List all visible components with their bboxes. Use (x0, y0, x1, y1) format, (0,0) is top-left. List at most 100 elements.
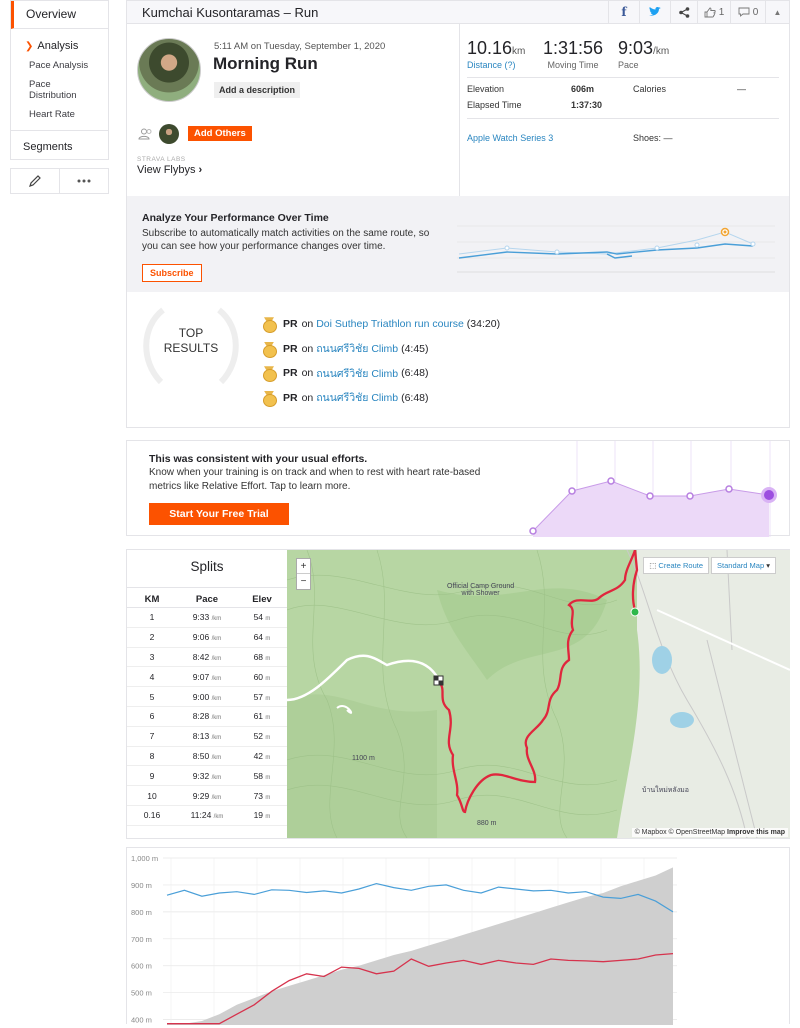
table-row: 3 8:42 /km 68 m (127, 648, 287, 668)
free-trial-button[interactable]: Start Your Free Trial (149, 503, 289, 525)
zoom-in-button[interactable]: + (297, 559, 310, 574)
zoom-out-button[interactable]: − (300, 576, 307, 587)
edit-button[interactable] (11, 169, 60, 193)
list-item: PR on Doi Suthep Triathlon run course (34… (263, 312, 500, 337)
pr-on: on (301, 342, 314, 355)
map-type-select[interactable]: Standard Map ▾ (711, 557, 776, 574)
sidebar-item-pace-distribution[interactable]: Pace Distribution (29, 79, 77, 101)
split-pace-unit: /km (213, 814, 224, 821)
split-pace: 8:50 /km (177, 751, 237, 761)
table-row: 8 8:50 /km 42 m (127, 747, 287, 767)
split-elev: 61 m (237, 711, 287, 721)
relative-effort-chart (529, 441, 777, 537)
sidebar-item-segments[interactable]: Segments (23, 141, 73, 153)
view-flybys-link[interactable]: View Flybys › (137, 164, 202, 176)
split-elev-value: 42 (253, 750, 264, 761)
split-elev: 52 m (237, 731, 287, 741)
y-tick-label: 900 m (131, 881, 152, 890)
elevation-pace-hr-chart[interactable]: 1,000 m 900 m 800 m 700 m 600 m 500 m 400 m (127, 848, 789, 1025)
top-results-title-line1: TOP (178, 326, 204, 340)
osm-attribution-link[interactable]: © OpenStreetMap (668, 829, 726, 836)
route-icon: ⬚ (649, 561, 659, 570)
list-item: PR on ถนนศรีวิชัย Climb (4:45) (263, 337, 500, 362)
split-elev: 19 m (237, 810, 287, 820)
share-button[interactable] (670, 0, 697, 24)
comments-button[interactable]: 0 (730, 0, 765, 24)
elapsed-time-label: Elapsed Time (467, 100, 522, 110)
pr-on: on (301, 318, 314, 331)
segment-link[interactable]: Doi Suthep Triathlon run course (316, 318, 464, 331)
segment-link[interactable]: ถนนศรีวิชัย Climb (316, 343, 399, 356)
split-elev: 54 m (237, 612, 287, 622)
analyze-text: Subscribe to automatically match activit… (142, 228, 430, 252)
pr-time: (4:45) (401, 342, 429, 355)
table-row: 2 9:06 /km 64 m (127, 628, 287, 648)
split-pace-unit: /km (211, 735, 222, 742)
effort-title: This was consistent with your usual effo… (149, 453, 368, 465)
elevation-label: Elevation (467, 84, 505, 94)
more-actions-button[interactable] (60, 169, 108, 193)
split-pace-unit: /km (211, 774, 222, 781)
split-elev-value: 58 (253, 770, 264, 781)
segment-link[interactable]: ถนนศรีวิชัย Climb (316, 367, 399, 380)
analyze-performance-panel: Analyze Your Performance Over Time Subsc… (127, 196, 789, 292)
split-pace-unit: /km (211, 794, 222, 801)
caret-down-icon: ▾ (766, 561, 770, 570)
create-route-button[interactable]: ⬚ Create Route (643, 557, 710, 574)
activity-summary-card: 5:11 AM on Tuesday, September 1, 2020 Mo… (126, 24, 790, 428)
split-pace-unit: /km (211, 675, 222, 682)
sidebar-item-overview[interactable]: Overview (11, 1, 108, 29)
athlete-avatar[interactable] (137, 38, 201, 102)
sidebar-nav: Overview ❯ Analysis Pace Analysis Pace D… (10, 0, 109, 160)
split-km: 4 (149, 671, 155, 682)
chevron-right-icon: › (198, 164, 203, 176)
relative-effort-card[interactable]: This was consistent with your usual effo… (126, 440, 790, 537)
route-map[interactable]: Official Camp Ground with Shower บ้านใหม… (287, 550, 790, 838)
calories-label: Calories (633, 84, 667, 94)
medal-icon (263, 342, 277, 358)
comment-count: 0 (752, 6, 759, 18)
sidebar-item-pace-analysis[interactable]: Pace Analysis (29, 60, 89, 71)
split-elev: 57 m (237, 692, 287, 702)
distance-value: 10.16 (467, 38, 513, 58)
sidebar-item-analysis[interactable]: ❯ Analysis (11, 35, 108, 56)
split-pace: 9:29 /km (177, 791, 237, 801)
column-header: Elev (252, 594, 272, 605)
shoes-label: Shoes: — (633, 133, 673, 143)
add-description-button[interactable]: Add a description (214, 82, 301, 98)
splits-map-card: Splits KM Pace Elev 1 9:33 /km 54 m 2 9:06 /… (126, 549, 790, 839)
segment-link[interactable]: ถนนศรีวิชัย Climb (316, 392, 399, 405)
chevron-right-icon: ❯ (25, 40, 34, 52)
create-route-label: Create Route (658, 561, 704, 570)
distance-info-link[interactable]: Distance (?) (467, 60, 516, 70)
distance-unit: km (512, 46, 526, 57)
twitter-share-button[interactable] (639, 0, 670, 24)
subscribe-button[interactable]: Subscribe (142, 264, 202, 282)
facebook-share-button[interactable]: f (608, 0, 639, 24)
map-label-campground: Official Camp Ground with Shower (447, 583, 515, 597)
split-pace-unit: /km (211, 616, 222, 623)
collapse-header-button[interactable]: ▲ (765, 0, 789, 24)
mapbox-attribution-link[interactable]: © Mapbox (634, 829, 667, 836)
add-others-button[interactable]: Add Others (188, 126, 252, 141)
kudos-button[interactable]: 1 (697, 0, 730, 24)
participant-avatar[interactable] (159, 124, 179, 144)
split-elev-value: 64 (253, 632, 264, 643)
y-tick-label: 1,000 m (131, 854, 158, 863)
top-results-laurel (143, 307, 239, 385)
view-flybys-label: View Flybys (137, 164, 196, 176)
pr-time: (34:20) (466, 318, 501, 331)
caret-up-icon: ▲ (773, 7, 782, 17)
improve-map-link[interactable]: Improve this map (727, 829, 785, 836)
device-link[interactable]: Apple Watch Series 3 (467, 133, 554, 143)
sidebar-item-heart-rate[interactable]: Heart Rate (29, 109, 75, 120)
split-elev-value: 54 (253, 612, 264, 623)
y-tick-label: 500 m (131, 989, 152, 998)
split-pace: 9:32 /km (177, 771, 237, 781)
column-header: KM (144, 594, 160, 605)
map-canvas[interactable] (287, 550, 790, 838)
stat-moving-time: 1:31:56 Moving Time (543, 38, 603, 70)
medal-icon (263, 366, 277, 383)
split-pace-value: 8:13 (192, 731, 210, 742)
pr-time: (6:48) (401, 391, 429, 404)
